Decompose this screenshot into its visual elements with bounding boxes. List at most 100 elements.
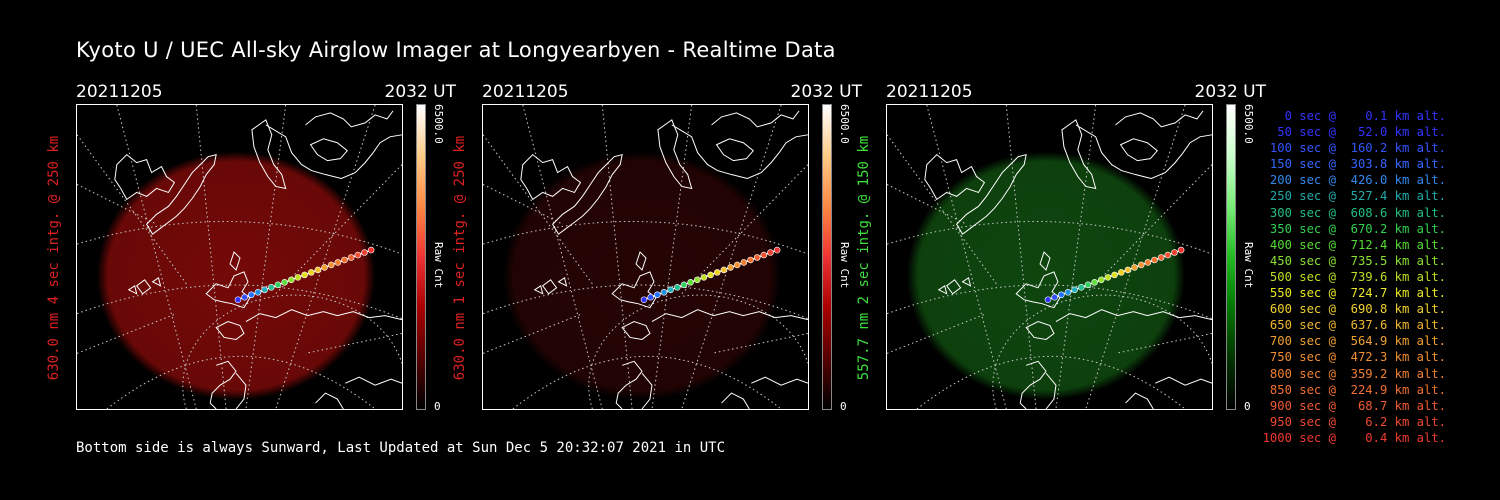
trajectory-point <box>680 281 688 289</box>
all-sky-image <box>482 104 809 410</box>
trajectory-point <box>1157 254 1165 261</box>
map-canvas <box>887 105 1212 409</box>
trajectory-point <box>248 291 255 299</box>
trajectory-point <box>687 279 694 286</box>
legend-row: 300 sec @ 608.6 km alt. <box>1262 205 1446 220</box>
trajectory-point <box>1171 249 1178 256</box>
colorbar-unit: Raw Cnt <box>432 242 445 289</box>
trajectory-point <box>720 266 728 274</box>
trajectory-point <box>314 266 322 274</box>
colorbar-min: 0 <box>1244 400 1251 413</box>
trajectory-point <box>268 284 275 291</box>
trajectory-point <box>640 296 648 303</box>
panel-wavelength-label: 630.0 nm 1 sec intg. @ 250 km <box>452 135 468 381</box>
map-canvas <box>483 105 808 409</box>
trajectory-point <box>1131 264 1138 271</box>
latitude-longitude-grid <box>887 105 1212 409</box>
colorbar <box>822 104 832 410</box>
panel-date: 20211205 <box>76 82 163 102</box>
coastline <box>924 110 1212 409</box>
trajectory-point <box>1044 296 1052 303</box>
trajectory-point <box>1137 261 1145 269</box>
coastline <box>520 110 808 409</box>
latitude-longitude-grid <box>483 105 808 409</box>
legend-row: 600 sec @ 690.8 km alt. <box>1262 302 1446 317</box>
trajectory-point <box>1177 246 1185 254</box>
trajectory-point <box>660 288 668 296</box>
coastline <box>114 110 402 409</box>
trajectory-point <box>367 246 375 254</box>
colorbar-max: 6500.0 <box>1242 104 1255 144</box>
colorbar-unit: Raw Cnt <box>1242 242 1255 289</box>
trajectory-point <box>307 269 315 276</box>
trajectory-point <box>1104 274 1112 281</box>
page-title: Kyoto U / UEC All-sky Airglow Imager at … <box>76 38 836 62</box>
trajectory-point <box>753 254 761 261</box>
trajectory-point <box>1117 269 1125 276</box>
latitude-longitude-grid <box>77 105 402 409</box>
rocket-trajectory <box>640 246 781 303</box>
trajectory-point <box>334 259 342 266</box>
legend-row: 400 sec @ 712.4 km alt. <box>1262 237 1446 252</box>
panel-wavelength-label: 630.0 nm 4 sec intg. @ 250 km <box>46 135 62 381</box>
trajectory-point <box>667 286 674 294</box>
legend-row: 250 sec @ 527.4 km alt. <box>1262 189 1446 204</box>
trajectory-point <box>294 274 302 281</box>
all-sky-image <box>76 104 403 410</box>
trajectory-point <box>321 264 328 271</box>
airglow-panel-630nm-1sec: 20211205 2032 UT 630.0 nm 1 sec intg. @ … <box>452 82 872 432</box>
trajectory-point <box>1097 276 1105 284</box>
trajectory-point <box>327 261 335 269</box>
airglow-field <box>96 151 376 401</box>
legend-row: 850 sec @ 224.9 km alt. <box>1262 382 1446 397</box>
legend-row: 750 sec @ 472.3 km alt. <box>1262 350 1446 365</box>
map-canvas <box>77 105 402 409</box>
panel-date: 20211205 <box>886 82 973 102</box>
legend-row: 550 sec @ 724.7 km alt. <box>1262 286 1446 301</box>
trajectory-point <box>301 271 308 279</box>
colorbar-max: 6500.0 <box>838 104 851 144</box>
trajectory-point <box>1124 266 1132 274</box>
trajectory-point <box>674 284 681 291</box>
trajectory-point <box>740 259 748 266</box>
legend-row: 450 sec @ 735.5 km alt. <box>1262 253 1446 268</box>
legend-row: 200 sec @ 426.0 km alt. <box>1262 173 1446 188</box>
legend-row: 900 sec @ 68.7 km alt. <box>1262 398 1446 413</box>
colorbar <box>1226 104 1236 410</box>
trajectory-altitude-legend: 0 sec @ 0.1 km alt. 50 sec @ 52.0 km alt… <box>1256 108 1446 446</box>
trajectory-point <box>347 254 355 261</box>
trajectory-point <box>1084 281 1092 289</box>
trajectory-point <box>361 249 368 256</box>
airglow-field <box>906 151 1186 401</box>
all-sky-image <box>886 104 1213 410</box>
legend-row: 50 sec @ 52.0 km alt. <box>1262 125 1446 140</box>
trajectory-point <box>773 246 781 254</box>
legend-row: 800 sec @ 359.2 km alt. <box>1262 366 1446 381</box>
footer-status: Bottom side is always Sunward, Last Upda… <box>76 440 726 456</box>
legend-row: 350 sec @ 670.2 km alt. <box>1262 221 1446 236</box>
rocket-trajectory <box>234 246 375 303</box>
trajectory-point <box>733 261 741 269</box>
colorbar-min: 0 <box>840 400 847 413</box>
legend-row: 150 sec @ 303.8 km alt. <box>1262 157 1446 172</box>
panel-time: 2032 UT <box>1194 82 1267 102</box>
trajectory-point <box>1071 286 1078 294</box>
trajectory-point <box>254 288 262 296</box>
legend-row: 1000 sec @ 0.4 km alt. <box>1262 430 1446 445</box>
legend-row: 700 sec @ 564.9 km alt. <box>1262 334 1446 349</box>
trajectory-point <box>287 276 295 284</box>
trajectory-point <box>727 264 734 271</box>
trajectory-point <box>261 286 268 294</box>
panel-date: 20211205 <box>482 82 569 102</box>
trajectory-point <box>1058 291 1065 299</box>
trajectory-point <box>241 293 248 301</box>
trajectory-point <box>707 271 714 279</box>
trajectory-point <box>1151 256 1158 264</box>
legend-row: 100 sec @ 160.2 km alt. <box>1262 141 1446 156</box>
trajectory-point <box>1164 251 1172 259</box>
trajectory-point <box>1064 288 1072 296</box>
colorbar-unit: Raw Cnt <box>838 242 851 289</box>
trajectory-point <box>713 269 721 276</box>
panel-time: 2032 UT <box>384 82 457 102</box>
trajectory-point <box>234 296 242 303</box>
